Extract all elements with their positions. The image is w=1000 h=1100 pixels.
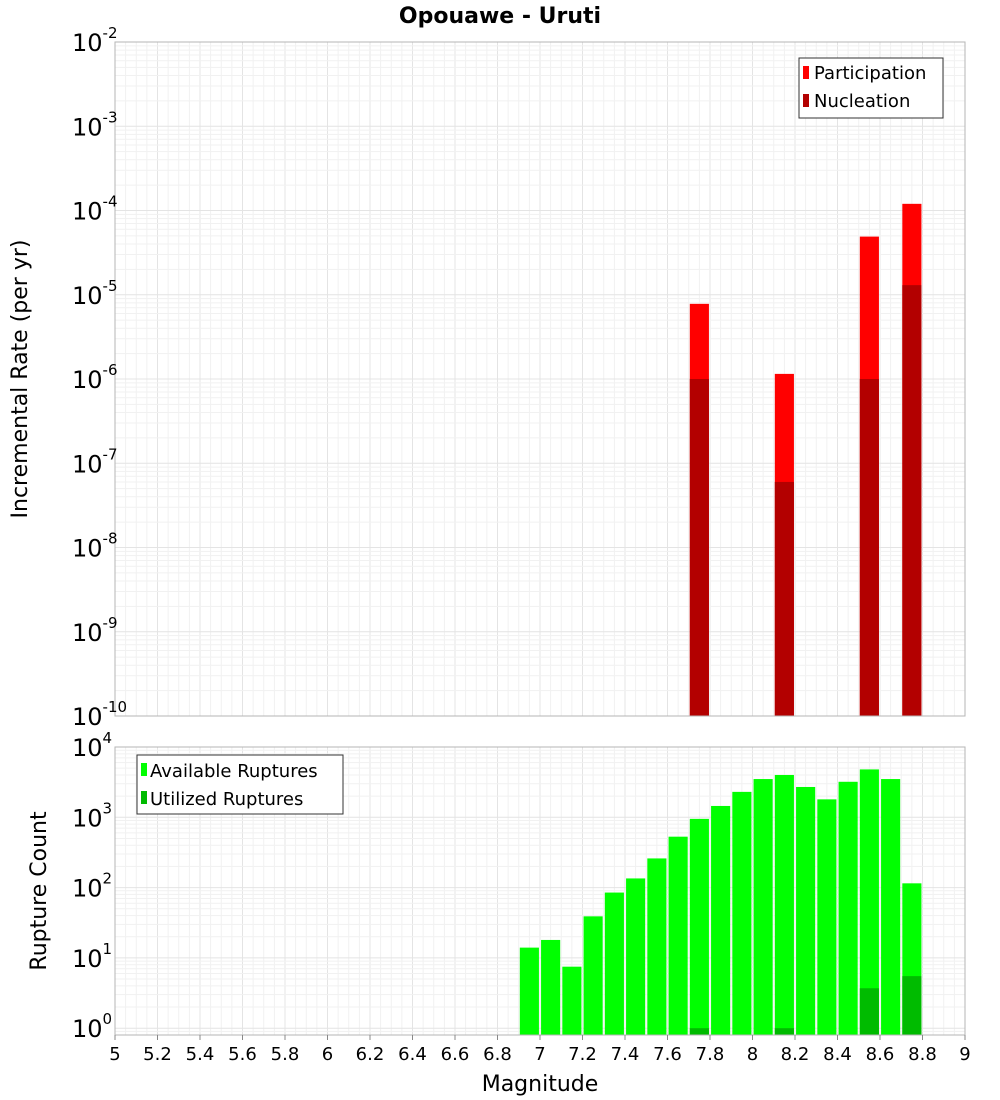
x-ticks: 5 5.2 5.4 5.6 5.8 6 6.2 6.4 6.6 6.8 7 7.2 7.4 7.6 7.8 8… xyxy=(109,1035,971,1065)
x-tick-label: 5.4 xyxy=(186,1044,215,1065)
top-bar-nucleation xyxy=(902,285,922,716)
top-bars xyxy=(689,203,922,716)
x-tick-label: 8 xyxy=(747,1044,758,1065)
top-y-tick-label: 10-4 xyxy=(72,193,118,226)
top-y-tick-label: 10-10 xyxy=(72,698,127,731)
x-tick-label: 6.2 xyxy=(356,1044,385,1065)
x-tick-label: 8.8 xyxy=(908,1044,937,1065)
x-tick-label: 7.6 xyxy=(653,1044,682,1065)
legend-label-utilized-ruptures: Utilized Ruptures xyxy=(150,789,303,810)
bottom-bar-available-ruptures xyxy=(881,779,901,1035)
bottom-bar-available-ruptures xyxy=(668,836,688,1035)
bottom-bar-available-ruptures xyxy=(604,892,624,1035)
bottom-bar-available-ruptures xyxy=(562,966,582,1035)
top-grid xyxy=(114,41,966,717)
top-y-axis-label: Incremental Rate (per yr) xyxy=(8,240,33,519)
bottom-panel: 104 103 102 101 100 5 5.2 5.4 5.6 5.8 6 6.2 6.4 6.6 6… xyxy=(27,729,971,1097)
legend-label-participation: Participation xyxy=(814,63,926,84)
x-axis-label: Magnitude xyxy=(482,1072,599,1097)
top-y-ticks: 10-2 10-3 10-4 10-5 10-6 10-7 10-8 10-9 10-10 xyxy=(72,24,127,731)
x-tick-label: 7 xyxy=(534,1044,545,1065)
top-y-tick-label: 10-6 xyxy=(72,361,118,394)
bottom-y-ticks: 104 103 102 101 100 xyxy=(72,729,112,1043)
x-tick-label: 5 xyxy=(109,1044,120,1065)
legend-swatch-nucleation xyxy=(803,94,809,107)
bottom-y-tick-label: 101 xyxy=(72,940,112,973)
top-bar-nucleation xyxy=(859,379,879,716)
top-plot-border xyxy=(114,41,966,717)
legend-label-available-ruptures: Available Ruptures xyxy=(150,761,318,782)
bottom-bar-available-ruptures xyxy=(583,916,603,1035)
bottom-legend-box xyxy=(136,754,344,815)
x-tick-label: 6.6 xyxy=(441,1044,470,1065)
top-y-tick-label: 10-2 xyxy=(72,24,118,57)
legend-swatch-utilized-ruptures xyxy=(141,791,147,804)
x-tick-label: 7.2 xyxy=(568,1044,597,1065)
bottom-bar-available-ruptures xyxy=(689,818,709,1035)
legend-label-nucleation: Nucleation xyxy=(814,91,910,112)
x-tick-label: 8.2 xyxy=(781,1044,810,1065)
bottom-bar-available-ruptures xyxy=(774,774,794,1035)
top-y-tick-label: 10-3 xyxy=(72,108,118,141)
x-tick-label: 5.2 xyxy=(143,1044,172,1065)
legend-swatch-available-ruptures xyxy=(141,763,147,776)
bottom-bar-utilized-ruptures xyxy=(902,976,922,1035)
bottom-bar-available-ruptures xyxy=(647,858,667,1035)
bottom-bar-available-ruptures xyxy=(519,947,539,1035)
top-bar-nucleation xyxy=(689,379,709,716)
bottom-bar-available-ruptures xyxy=(711,805,731,1035)
bottom-bar-available-ruptures xyxy=(796,786,816,1035)
top-y-tick-label: 10-7 xyxy=(72,445,118,478)
bottom-legend: Available Ruptures Utilized Ruptures xyxy=(136,754,344,815)
bottom-bar-available-ruptures xyxy=(626,878,646,1035)
bottom-bar-utilized-ruptures xyxy=(689,1028,709,1035)
bottom-bar-available-ruptures xyxy=(838,781,858,1035)
x-tick-label: 7.4 xyxy=(611,1044,640,1065)
x-tick-label: 8.4 xyxy=(823,1044,852,1065)
top-y-tick-label: 10-5 xyxy=(72,277,118,310)
x-tick-label: 6 xyxy=(322,1044,333,1065)
x-tick-label: 6.4 xyxy=(398,1044,427,1065)
bottom-bars xyxy=(519,769,922,1035)
chart-title: Opouawe - Uruti xyxy=(399,4,601,29)
legend-swatch-participation xyxy=(803,66,809,79)
top-bar-nucleation xyxy=(774,481,794,716)
top-legend-box xyxy=(798,57,944,119)
x-tick-label: 8.6 xyxy=(866,1044,895,1065)
bottom-bar-available-ruptures xyxy=(859,769,879,1035)
top-y-tick-label: 10-8 xyxy=(72,530,118,563)
x-tick-label: 5.6 xyxy=(228,1044,257,1065)
bottom-bar-available-ruptures xyxy=(732,791,752,1035)
bottom-bar-available-ruptures xyxy=(817,799,837,1035)
bottom-bar-utilized-ruptures xyxy=(774,1028,794,1035)
top-legend: Participation Nucleation xyxy=(798,57,944,119)
bottom-bar-utilized-ruptures xyxy=(859,988,879,1035)
x-tick-label: 9 xyxy=(959,1044,970,1065)
bottom-y-tick-label: 100 xyxy=(72,1010,112,1043)
bottom-y-tick-label: 103 xyxy=(72,799,112,832)
top-panel: 10-2 10-3 10-4 10-5 10-6 10-7 10-8 10-9 10-10 In… xyxy=(8,24,966,731)
bottom-y-tick-label: 104 xyxy=(72,729,112,762)
bottom-y-axis-label: Rupture Count xyxy=(27,811,52,971)
x-tick-label: 7.8 xyxy=(696,1044,725,1065)
bottom-y-tick-label: 102 xyxy=(72,870,112,903)
bottom-bar-available-ruptures xyxy=(753,779,773,1035)
x-tick-label: 6.8 xyxy=(483,1044,512,1065)
top-y-tick-label: 10-9 xyxy=(72,614,118,647)
bottom-bar-available-ruptures xyxy=(541,939,561,1035)
x-tick-label: 5.8 xyxy=(271,1044,300,1065)
